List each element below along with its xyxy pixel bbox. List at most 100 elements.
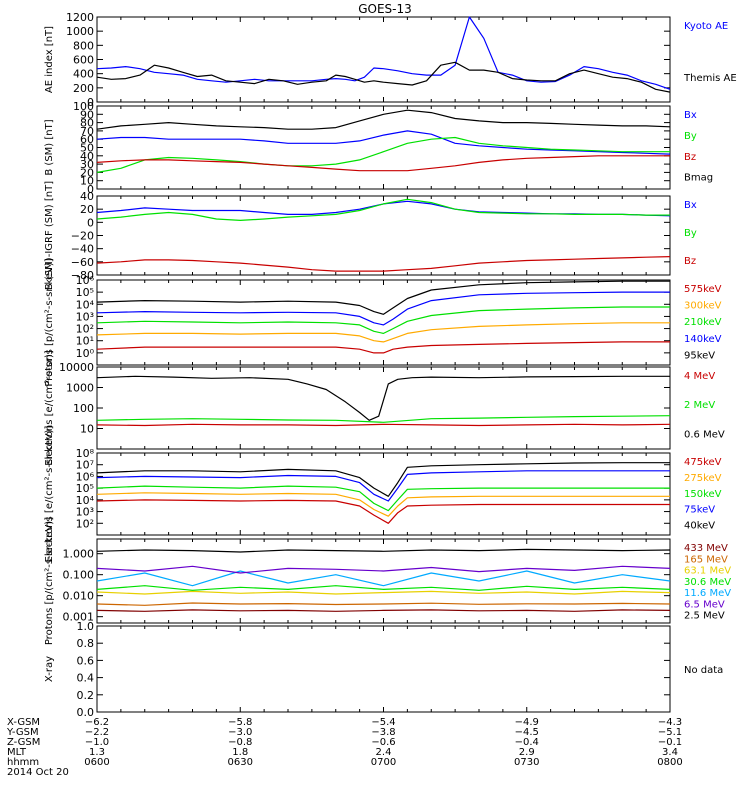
y-tick-label: −40 [71,243,94,256]
ephemeris-row-label: X-GSM [7,717,40,728]
ephemeris-value: 1.8 [232,747,248,758]
series-line-40keV [96,462,670,497]
panel-electrons_mev: 10 100 1000 10000 Electrons [e/(cm²-s-sr)] 4 … [44,350,725,466]
y-tick-label: 0 [87,183,94,196]
y-tick-label: 0 [87,96,94,109]
legend-label: 300keV [684,301,722,312]
legend-label: Bz [684,152,696,163]
y-tick-label: 50 [80,142,94,155]
series-line-11.6-MeV [96,570,671,587]
series-line-By [96,136,670,173]
series-line-95keV [96,280,670,315]
series-line-0.6-MeV [96,375,670,421]
legend-label: No data [684,665,723,676]
y-axis-label: Protons [p/(cm²-s-sr-keV)] [44,258,55,386]
series-line-2.5-MeV [96,548,671,553]
ephemeris-row-label: Y-GSM [6,727,39,738]
series-line-210keV [96,306,670,334]
y-tick-label: 30 [80,158,94,171]
y-tick-label: 1000 [66,382,94,395]
y-tick-label: 10⁴ [76,298,95,311]
ephemeris-value: 0700 [371,757,396,768]
ephemeris-value: −3.8 [371,727,395,738]
y-axis-label: Protons [p/(cm²-s-sr-keV)] [44,517,55,645]
y-tick-label: 1000 [66,25,94,38]
ephemeris-value: −4.9 [515,717,539,728]
series-line-2-MeV [96,415,671,423]
y-tick-label: 70 [80,125,94,138]
series-line-475keV [96,499,670,524]
y-tick-label: 0.4 [77,672,95,685]
legend-label: Bmag [684,173,713,184]
y-tick-label: 100 [73,100,94,113]
y-tick-label: 0.001 [63,611,95,624]
ephemeris-value: 0630 [228,757,253,768]
legend-label: 95keV [684,350,715,361]
y-tick-label: 60 [80,133,94,146]
y-tick-label: 40 [80,190,94,203]
legend-label: 275keV [684,473,722,484]
ephemeris-value: −0.6 [371,737,395,748]
y-tick-label: 10⁶ [76,470,95,483]
legend-label: Kyoto AE [684,21,728,32]
legend-label: Bz [684,256,696,267]
y-tick-label: 600 [73,54,94,67]
legend-label: Bx [684,110,697,121]
y-tick-label: 20 [80,203,94,216]
legend-label: 150keV [684,489,722,500]
series-line-433-MeV [96,609,671,612]
y-tick-label: 20 [80,166,94,179]
legend-label: 475keV [684,457,722,468]
series-line-Bz [96,256,671,272]
series-line-Kyoto-AE [96,16,671,90]
y-tick-label: 0.010 [63,590,95,603]
ephemeris-row-label: 2014 Oct 20 [7,767,69,778]
y-tick-label: 10 [80,423,94,436]
y-axis-label: B (SM) [nT] [44,119,55,175]
ephemeris-value: 0800 [657,757,682,768]
legend-label: 0.6 MeV [684,429,725,440]
y-tick-label: −80 [71,269,94,282]
ephemeris-value: −5.4 [371,717,395,728]
legend-label: 2.5 MeV [684,611,725,622]
y-tick-label: 1.0 [77,620,95,633]
series-line-275keV [96,492,670,517]
ephemeris-value: −0.1 [658,737,682,748]
ephemeris-value: 1.3 [89,747,105,758]
ephemeris-value: −1.0 [85,737,109,748]
ephemeris-value: −2.2 [85,727,109,738]
y-axis-label: Electrons [e/(cm²-s-sr-keV)] [44,425,55,562]
legend-label: 11.6 MeV [684,588,731,599]
legend-label: By [684,131,697,142]
series-line-By [96,198,670,221]
y-tick-label: 200 [73,82,94,95]
ephemeris-row-label: MLT [7,747,27,758]
y-tick-label: 1200 [66,11,94,24]
y-tick-label: 10² [76,323,94,336]
y-tick-label: 0.8 [77,637,95,650]
y-tick-label: 10⁰ [76,347,95,360]
y-tick-label: 10¹ [76,335,94,348]
series-line-575keV [96,341,670,354]
series-line-6.5-MeV [96,565,671,574]
y-tick-label: 10⁵ [76,286,94,299]
legend-label: 6.5 MeV [684,599,725,610]
y-tick-label: 10³ [76,310,94,323]
y-tick-label: 10000 [59,361,94,374]
y-tick-label: −60 [71,256,94,269]
y-tick-label: 0 [87,216,94,229]
panel-frame [96,105,671,190]
legend-label: 75keV [684,505,715,516]
y-tick-label: 0.2 [77,689,95,702]
y-tick-label: −20 [71,230,94,243]
legend-label: 433 MeV [684,543,728,554]
legend-label: 140keV [684,334,722,345]
ephemeris-value: −0.8 [228,737,252,748]
y-axis-label: X-ray [44,656,55,682]
